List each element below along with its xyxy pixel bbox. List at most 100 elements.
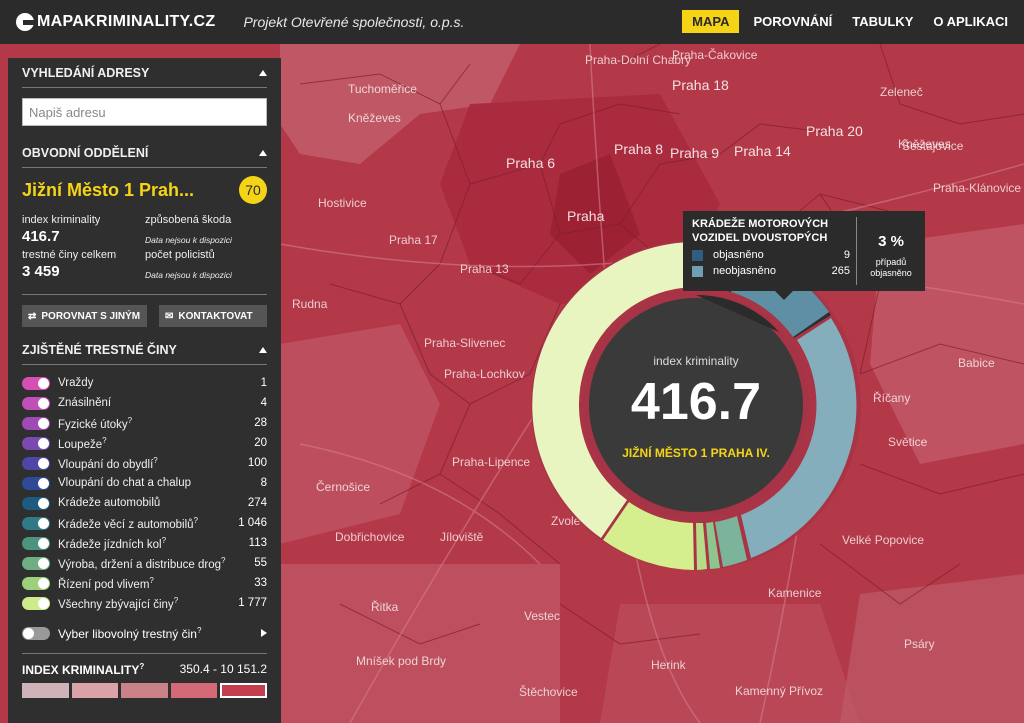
crime-item[interactable]: Krádeže jízdních kol? 113 bbox=[22, 533, 267, 553]
crime-item[interactable]: Vraždy 1 bbox=[22, 373, 267, 393]
donut-center-label: index kriminality bbox=[653, 354, 739, 368]
help-icon[interactable]: ? bbox=[153, 455, 158, 465]
donut-segment-dui[interactable] bbox=[696, 523, 707, 570]
address-input[interactable] bbox=[22, 98, 267, 126]
crime-toggle[interactable] bbox=[22, 516, 50, 530]
map-label: Praha-Dolní Chabry bbox=[585, 53, 692, 67]
help-icon[interactable]: ? bbox=[173, 595, 179, 605]
help-icon[interactable]: ? bbox=[193, 515, 198, 525]
help-icon[interactable]: ? bbox=[127, 415, 133, 425]
donut-segment-drugs[interactable] bbox=[706, 522, 720, 569]
tooltip-swatch bbox=[692, 265, 703, 277]
donut-segment-other-crimes-2[interactable] bbox=[532, 242, 694, 538]
crime-count: 55 bbox=[254, 557, 267, 569]
mail-icon: ✉ bbox=[165, 310, 174, 322]
crime-toggle[interactable] bbox=[22, 416, 50, 430]
crime-label: Výroba, držení a distribuce drog? bbox=[58, 555, 226, 571]
crime-toggle[interactable] bbox=[22, 496, 50, 510]
pick-crime-label: Vyber libovolný trestný čin? bbox=[58, 625, 202, 641]
help-icon[interactable]: ? bbox=[102, 435, 107, 445]
map-label: Praha 8 bbox=[614, 141, 664, 157]
district-header: Jižní Město 1 Prah... 70 bbox=[22, 176, 267, 204]
crime-toggle[interactable] bbox=[22, 536, 50, 550]
legend-range: 350.4 - 10 151.2 bbox=[179, 662, 267, 676]
map-label: Praha-Lipence bbox=[452, 455, 531, 469]
crime-item[interactable]: Znásilnění 4 bbox=[22, 393, 267, 413]
map-label: Černošice bbox=[316, 480, 371, 494]
logo-text: MAPAKRIMINALITY.CZ bbox=[37, 13, 216, 30]
nav-porovnani[interactable]: POROVNÁNÍ bbox=[753, 14, 833, 29]
crime-item[interactable]: Fyzické útoky? 28 bbox=[22, 413, 267, 433]
map-label: Praha 17 bbox=[389, 233, 438, 247]
map-label: Praha bbox=[567, 208, 605, 224]
donut-segment-thefts-from-cars[interactable] bbox=[741, 318, 857, 558]
help-icon[interactable]: ? bbox=[221, 555, 226, 565]
contact-button[interactable]: ✉ KONTAKTOVAT bbox=[159, 305, 267, 327]
legend-swatch[interactable] bbox=[121, 683, 168, 698]
map-label: Praha 6 bbox=[506, 155, 556, 171]
map-label: Praha-Klánovice bbox=[933, 181, 1022, 195]
crime-item[interactable]: Krádeže věcí z automobilů? 1 046 bbox=[22, 513, 267, 533]
map-label: Praha-Lochkov bbox=[444, 367, 525, 381]
district-section-header[interactable]: OBVODNÍ ODDĚLENÍ bbox=[22, 138, 267, 168]
project-label: Projekt Otevřené společnosti, o.p.s. bbox=[243, 14, 465, 30]
help-icon[interactable]: ? bbox=[161, 535, 167, 545]
crime-toggle[interactable] bbox=[22, 596, 50, 610]
help-icon[interactable]: ? bbox=[149, 575, 154, 585]
logo[interactable]: MAPAKRIMINALITY.CZ bbox=[16, 13, 215, 31]
total-crimes-label: trestné činy celkem bbox=[22, 249, 117, 261]
legend-swatch[interactable] bbox=[170, 683, 218, 698]
pick-crime-toggle[interactable] bbox=[22, 626, 50, 640]
crime-item[interactable]: Krádeže automobilů 274 bbox=[22, 493, 267, 513]
crimes-section-header[interactable]: ZJIŠTĚNÉ TRESTNÉ ČINY bbox=[22, 335, 267, 365]
collapse-icon[interactable] bbox=[259, 346, 267, 353]
crime-item[interactable]: Vloupání do chat a chalup 8 bbox=[22, 473, 267, 493]
nav-mapa[interactable]: MAPA bbox=[682, 10, 740, 33]
crime-toggle[interactable] bbox=[22, 436, 50, 450]
damage-value: Data nejsou k dispozici bbox=[145, 235, 232, 245]
help-icon[interactable]: ? bbox=[139, 662, 145, 671]
crime-toggle[interactable] bbox=[22, 476, 50, 490]
crime-item[interactable]: Všechny zbývající činy? 1 777 bbox=[22, 593, 267, 613]
chevron-right-icon[interactable] bbox=[261, 629, 267, 637]
crime-item[interactable]: Vloupání do obydlí? 100 bbox=[22, 453, 267, 473]
crime-toggle[interactable] bbox=[22, 576, 50, 590]
tooltip-percent-label: případů objasněno bbox=[870, 257, 912, 278]
donut-segment-bike-thefts[interactable] bbox=[715, 516, 747, 567]
collapse-icon[interactable] bbox=[259, 69, 267, 76]
legend-swatch-selected[interactable] bbox=[220, 683, 267, 698]
crime-count: 8 bbox=[260, 477, 267, 489]
district-actions: ⇄ POROVNAT S JINÝM ✉ KONTAKTOVAT bbox=[22, 294, 267, 327]
crime-toggle[interactable] bbox=[22, 376, 50, 390]
sidebar: VYHLEDÁNÍ ADRESY OBVODNÍ ODDĚLENÍ Jižní … bbox=[8, 58, 281, 723]
collapse-icon[interactable] bbox=[259, 149, 267, 156]
nav-o-aplikaci[interactable]: O APLIKACI bbox=[933, 14, 1008, 29]
map-label: Hostivice bbox=[318, 196, 367, 210]
map-label: Velké Popovice bbox=[842, 533, 925, 547]
nav-tabulky[interactable]: TABULKY bbox=[852, 14, 914, 29]
crime-item[interactable]: Řízení pod vlivem? 33 bbox=[22, 573, 267, 593]
crime-item[interactable]: Výroba, držení a distribuce drog? 55 bbox=[22, 553, 267, 573]
map-label: Praha 20 bbox=[806, 123, 863, 139]
map-label: Kněževes bbox=[898, 137, 951, 151]
pick-crime-row[interactable]: Vyber libovolný trestný čin? bbox=[22, 623, 267, 643]
crime-count: 4 bbox=[260, 397, 267, 409]
crime-toggle[interactable] bbox=[22, 556, 50, 570]
donut-segment-other-crimes[interactable] bbox=[603, 502, 694, 570]
crime-label: Vloupání do chat a chalup bbox=[58, 477, 191, 489]
help-icon[interactable]: ? bbox=[196, 625, 202, 635]
compare-button[interactable]: ⇄ POROVNAT S JINÝM bbox=[22, 305, 147, 327]
map-label: Praha-Čakovice bbox=[672, 48, 758, 62]
map-label: Šestajovice bbox=[902, 139, 964, 153]
crime-label: Řízení pod vlivem? bbox=[58, 575, 154, 591]
crime-toggle[interactable] bbox=[22, 396, 50, 410]
crimes-section-title: ZJIŠTĚNÉ TRESTNÉ ČINY bbox=[22, 342, 177, 357]
legend-swatch[interactable] bbox=[71, 683, 119, 698]
search-section-header[interactable]: VYHLEDÁNÍ ADRESY bbox=[22, 58, 267, 88]
crime-item[interactable]: Loupeže? 20 bbox=[22, 433, 267, 453]
crime-count: 274 bbox=[247, 497, 267, 509]
crime-toggle[interactable] bbox=[22, 456, 50, 470]
donut-center-highlight bbox=[696, 294, 779, 332]
legend-swatch[interactable] bbox=[22, 683, 69, 698]
damage-label: způsobená škoda bbox=[145, 214, 232, 226]
